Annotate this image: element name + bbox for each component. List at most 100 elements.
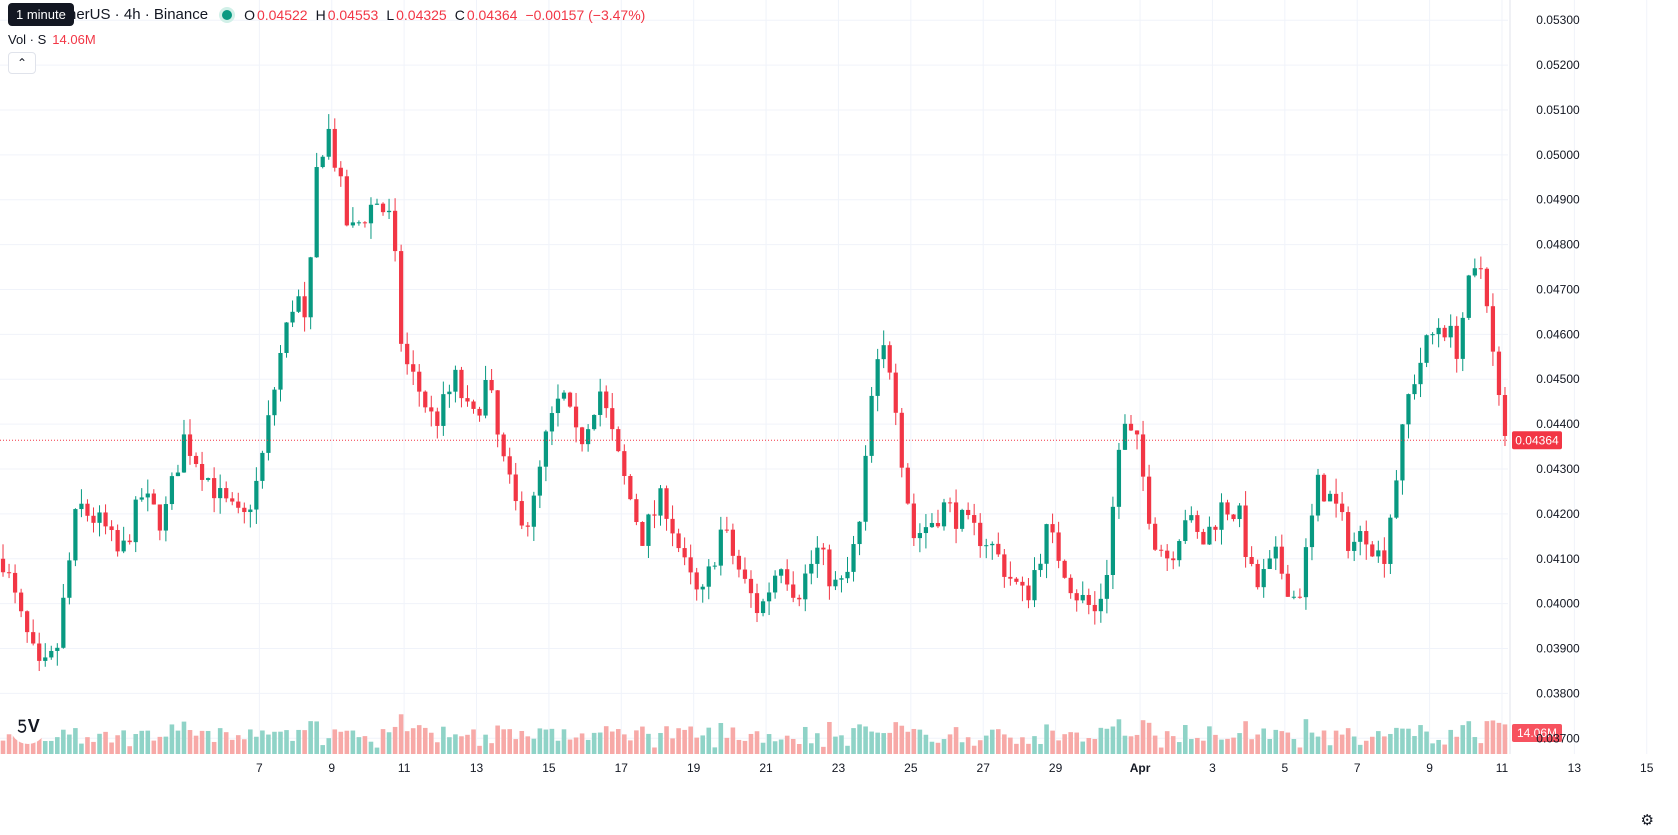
candle-body: [1140, 434, 1146, 477]
candle-body: [1358, 531, 1363, 542]
candle-body: [1321, 474, 1327, 502]
candle-body: [465, 398, 470, 402]
volume-bar: [1321, 730, 1327, 754]
candle-body: [163, 504, 168, 531]
time-tick-label: 3: [1209, 761, 1216, 775]
time-tick-label: 19: [687, 761, 701, 775]
candle-body: [1285, 573, 1290, 597]
candle-body: [1309, 515, 1315, 548]
candle-body: [350, 222, 355, 226]
volume-bar: [1140, 720, 1146, 754]
volume-bar: [851, 728, 856, 754]
candle-body: [0, 558, 6, 573]
candle-body: [1382, 550, 1387, 564]
candle-body: [857, 521, 862, 545]
volume-bar: [688, 726, 693, 754]
volume-bar: [845, 745, 850, 754]
candle-body: [1177, 541, 1182, 561]
volume-bar: [591, 732, 597, 754]
volume-bar: [79, 743, 84, 754]
volume-bar: [778, 739, 784, 754]
volume-bar: [1484, 721, 1490, 754]
candle-body: [670, 518, 675, 534]
tradingview-logo-icon[interactable]: 𝟻V: [10, 708, 46, 744]
symbol-title[interactable]: herUS · 4h · Binance: [68, 6, 209, 23]
volume-bar: [483, 734, 488, 754]
gear-icon[interactable]: ⚙: [1640, 812, 1654, 829]
candle-body: [212, 478, 217, 499]
volume-bar: [863, 726, 868, 754]
volume-bar: [1122, 735, 1128, 754]
time-tick-label: 21: [759, 761, 773, 775]
candle-body: [833, 579, 838, 587]
volume-bar: [1110, 726, 1116, 754]
candle-body: [622, 451, 627, 477]
candle-body: [827, 549, 832, 587]
candle-body: [567, 392, 573, 407]
volume-bar: [1080, 741, 1086, 754]
volume-bar: [1412, 736, 1417, 754]
volume-bar: [1454, 736, 1460, 754]
volume-bar: [706, 727, 712, 754]
volume-bar: [477, 745, 482, 754]
volume-bar: [380, 729, 386, 754]
volume-bar: [1502, 724, 1508, 754]
candle-body: [1327, 493, 1333, 502]
volume-bar: [833, 736, 838, 754]
candle-body: [706, 566, 711, 587]
candle-body: [1352, 541, 1357, 551]
time-tick-label: 7: [1354, 761, 1361, 775]
volume-bar: [199, 730, 205, 754]
candle-body: [1098, 598, 1103, 612]
candle-body: [501, 434, 506, 457]
time-tick-label: 29: [1049, 761, 1063, 775]
volume-bar: [802, 726, 808, 754]
candle-body: [821, 547, 826, 550]
price-axis[interactable]: 0.05300 0.05200 0.05100 0.05000 0.04900 0.048…: [1536, 13, 1580, 745]
candle-body: [1032, 570, 1037, 601]
volume-bar: [1357, 744, 1363, 754]
candle-body: [1460, 317, 1465, 359]
candle-body: [1195, 515, 1200, 532]
collapse-legend-button[interactable]: ⌃: [8, 52, 36, 74]
candle-body: [1014, 578, 1019, 582]
candle-body: [978, 522, 983, 547]
candle-body: [157, 504, 162, 531]
candle-body: [1346, 512, 1351, 551]
volume-bar: [1388, 733, 1393, 754]
volume-bar: [42, 741, 48, 754]
volume-bar: [736, 739, 742, 754]
candle-body: [12, 572, 18, 593]
candle-body: [1466, 275, 1471, 318]
volume-bar: [1146, 722, 1152, 754]
candle-body: [1201, 531, 1206, 545]
price-tick-label: 0.04800: [1536, 238, 1580, 252]
volume-bar: [507, 729, 512, 754]
candle-body: [1086, 594, 1091, 605]
volume-bar: [899, 725, 905, 754]
candle-body: [133, 499, 138, 543]
volume-bar: [941, 739, 947, 754]
candle-body: [688, 557, 693, 573]
candle-body: [923, 527, 929, 534]
volume-bar: [1068, 732, 1073, 754]
volume-bar: [1460, 725, 1466, 754]
candle-body: [990, 543, 995, 546]
candle-body: [314, 167, 319, 258]
candle-body: [1068, 577, 1073, 594]
volume-bar: [205, 730, 211, 754]
candle-body: [984, 545, 989, 547]
volume-bar: [1376, 731, 1381, 754]
volume-bar: [628, 740, 633, 754]
volume-bar: [652, 747, 657, 754]
volume-bar: [6, 734, 12, 754]
volume-bar: [513, 739, 519, 754]
time-tick-label: 11: [398, 761, 411, 775]
candle-body: [773, 575, 778, 593]
candle-body: [302, 296, 307, 318]
candle-body: [1370, 544, 1375, 557]
time-axis[interactable]: 7911131517192123252729Apr35791113151719: [256, 761, 1678, 775]
volume-bar: [1273, 729, 1279, 754]
candle-body: [905, 467, 910, 504]
